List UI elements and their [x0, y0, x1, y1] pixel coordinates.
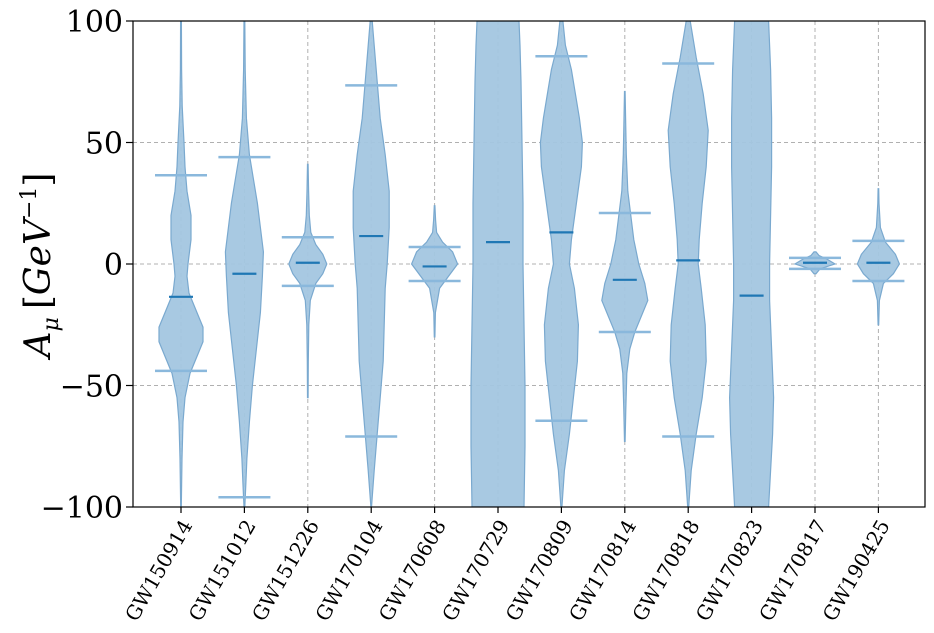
violin-GW150914	[155, 21, 207, 507]
x-tick-label: GW190425	[818, 516, 895, 626]
violin-body	[667, 21, 709, 507]
violin-GW170818	[662, 21, 715, 507]
y-tick-label: 0	[104, 248, 123, 283]
y-axis-label: Aμ[GeV−1]	[17, 173, 64, 361]
violin-GW170729	[470, 21, 526, 507]
violin-body	[470, 21, 526, 507]
violin-body	[539, 21, 584, 507]
x-axis: GW150914GW151012GW151226GW170104GW170608…	[120, 507, 895, 625]
violin-body	[856, 188, 901, 326]
y-axis: −100 −50 0 50 100	[41, 5, 133, 526]
violin-GW170809	[535, 21, 588, 507]
violin-GW151226	[281, 163, 334, 399]
violin-body	[288, 163, 328, 399]
violin-GW170104	[345, 21, 398, 507]
violin-body	[410, 205, 459, 338]
violin-GW170608	[408, 205, 461, 338]
y-tick-label: 100	[66, 5, 123, 40]
violin-body	[728, 21, 775, 507]
violin-body	[352, 21, 390, 507]
violin-body	[601, 90, 649, 442]
grid-lines	[133, 21, 925, 507]
violin-GW170823	[728, 21, 775, 507]
violin-body	[158, 21, 204, 507]
violin-body	[224, 21, 265, 507]
violin-GW170814	[598, 90, 651, 442]
y-tick-label: 50	[85, 127, 123, 162]
violin-GW190425	[852, 188, 905, 326]
violin-GW170817	[789, 251, 841, 275]
violin-GW151012	[218, 21, 271, 507]
violin-series	[155, 21, 905, 507]
y-tick-label: −50	[60, 370, 123, 405]
y-tick-label: −100	[41, 491, 123, 526]
